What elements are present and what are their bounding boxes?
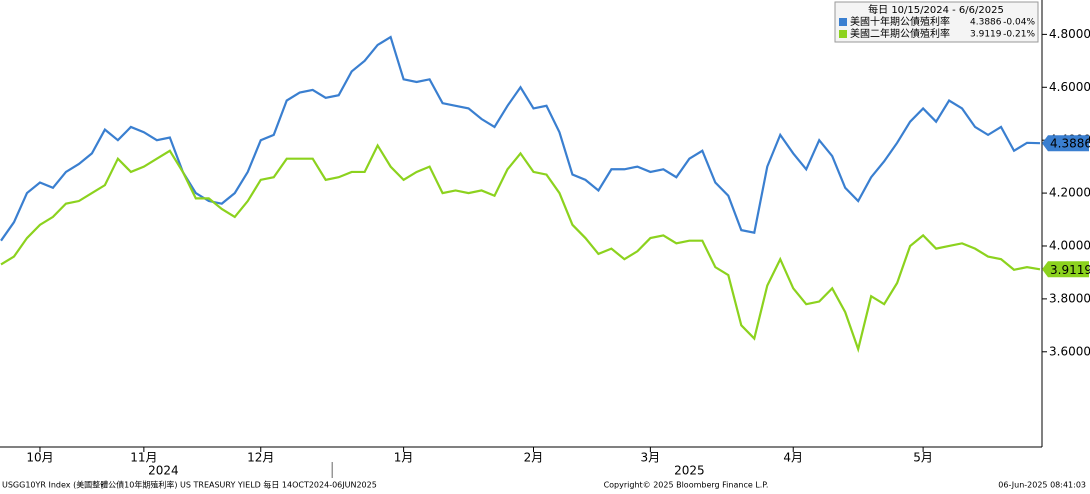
x-tick-label: 11月 bbox=[130, 451, 157, 465]
legend-label: 美國十年期公債殖利率 bbox=[850, 15, 950, 28]
x-tick-label: 2月 bbox=[524, 451, 544, 465]
y-tick-label: 3.8000 bbox=[1049, 291, 1090, 305]
legend-change: -0.21% bbox=[1003, 30, 1035, 40]
legend-swatch bbox=[839, 18, 847, 26]
y-tick-label: 4.6000 bbox=[1049, 80, 1090, 94]
footer-left: USGG10YR Index (美國整體公債10年期殖利率) US TREASU… bbox=[2, 480, 377, 490]
legend-last-value: 4.3886 bbox=[970, 18, 1002, 28]
x-tick-label: 1月 bbox=[394, 451, 414, 465]
x-tick-label: 5月 bbox=[913, 451, 933, 465]
footer-right: 06-Jun-2025 08:41:03 bbox=[998, 481, 1086, 490]
x-tick-label: 3月 bbox=[641, 451, 661, 465]
last-value-label: 3.9119 bbox=[1050, 263, 1090, 277]
y-tick-label: 4.8000 bbox=[1049, 27, 1090, 41]
y-tick-label: 4.2000 bbox=[1049, 186, 1090, 200]
year-label: 2024 bbox=[148, 464, 179, 478]
last-value-tag bbox=[1042, 261, 1089, 278]
legend-change: -0.04% bbox=[1003, 18, 1035, 28]
legend-last-value: 3.9119 bbox=[970, 30, 1002, 40]
x-tick-label: 12月 bbox=[247, 451, 274, 465]
last-value-label: 4.3886 bbox=[1050, 137, 1090, 151]
line bbox=[0, 35, 1041, 242]
legend-header: 每日 10/15/2024 - 6/6/2025 bbox=[868, 3, 1004, 16]
x-tick-label: 4月 bbox=[783, 451, 803, 465]
legend-box bbox=[834, 1, 1039, 43]
footer-center: Copyright© 2025 Bloomberg Finance L.P. bbox=[604, 481, 769, 490]
year-label: 2025 bbox=[674, 464, 705, 478]
y-tick-label: 4.0000 bbox=[1049, 238, 1090, 252]
x-tick-label: 10月 bbox=[26, 451, 53, 465]
legend-label: 美國二年期公債殖利率 bbox=[850, 27, 950, 40]
line bbox=[0, 143, 1041, 353]
last-value-tag bbox=[1042, 135, 1089, 152]
y-tick-label: 3.6000 bbox=[1049, 344, 1090, 358]
legend-swatch bbox=[839, 30, 847, 38]
